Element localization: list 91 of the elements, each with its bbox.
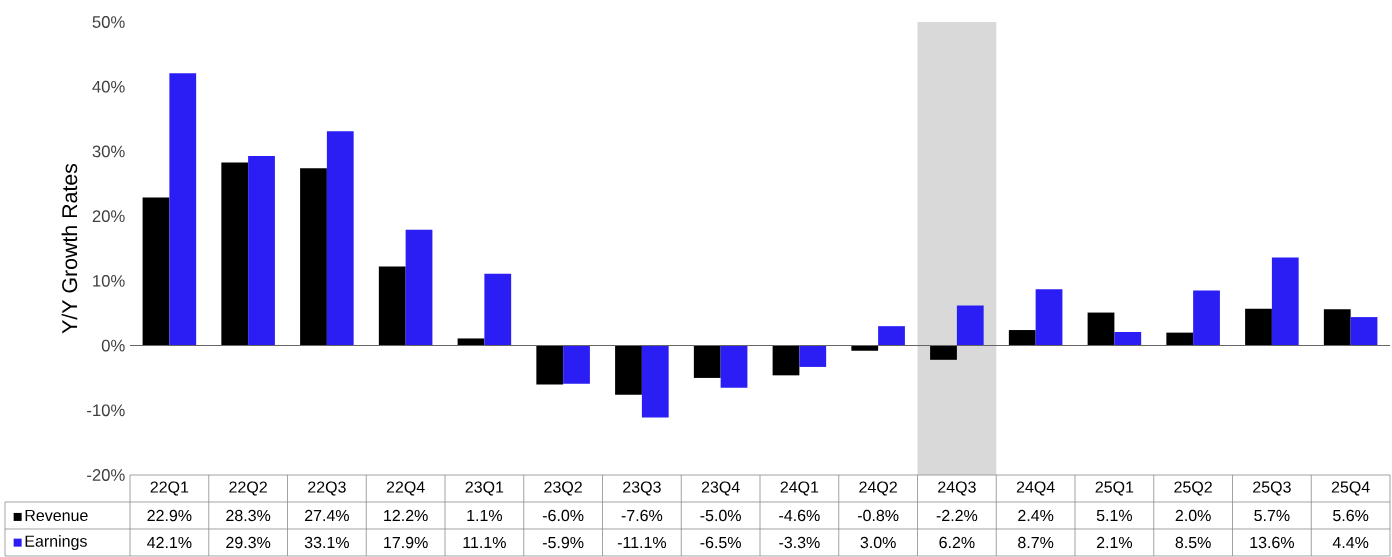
y-tick-label: 50% bbox=[92, 16, 125, 28]
data-label: 5.7% bbox=[1254, 509, 1290, 522]
x-tick-label: 25Q4 bbox=[1331, 481, 1370, 496]
data-label: 27.4% bbox=[304, 509, 349, 522]
x-tick-label: 23Q1 bbox=[465, 481, 504, 496]
data-label: -6.0% bbox=[542, 509, 584, 522]
data-label: 6.2% bbox=[939, 536, 975, 549]
bar bbox=[405, 229, 433, 346]
bar bbox=[1323, 309, 1351, 346]
bar bbox=[1245, 308, 1272, 346]
data-label: 13.6% bbox=[1250, 536, 1294, 549]
x-tick-label: 24Q3 bbox=[938, 481, 976, 496]
bar bbox=[1035, 289, 1063, 346]
x-tick-label: 24Q4 bbox=[1016, 481, 1055, 496]
x-tick-label: 23Q4 bbox=[701, 481, 740, 496]
data-label: 17.9% bbox=[384, 536, 428, 549]
x-tick-label: 25Q2 bbox=[1174, 481, 1212, 496]
bar bbox=[484, 273, 512, 346]
y-tick-label: 30% bbox=[92, 145, 125, 158]
y-tick-label: -10% bbox=[87, 404, 125, 417]
x-tick-label: 23Q3 bbox=[623, 481, 661, 496]
x-tick-label: 25Q3 bbox=[1253, 481, 1291, 496]
data-label: 5.6% bbox=[1333, 509, 1369, 522]
bar bbox=[930, 345, 957, 360]
data-label: -0.8% bbox=[857, 509, 899, 522]
bar bbox=[536, 345, 564, 385]
y-tick-label: 0% bbox=[101, 339, 125, 352]
data-label: -11.1% bbox=[617, 536, 667, 549]
bar bbox=[1193, 290, 1220, 346]
x-tick-label: 22Q4 bbox=[386, 481, 425, 496]
bar bbox=[1271, 257, 1299, 346]
data-label: -7.6% bbox=[621, 509, 663, 522]
data-label: 12.2% bbox=[384, 509, 428, 522]
bar bbox=[142, 197, 170, 346]
data-label: 11.1% bbox=[463, 536, 506, 549]
y-tick-label: 10% bbox=[93, 274, 125, 287]
data-label: 42.1% bbox=[147, 536, 192, 549]
x-tick-label: 23Q2 bbox=[544, 481, 582, 496]
bar bbox=[300, 168, 327, 346]
x-tick-label: 25Q1 bbox=[1095, 481, 1134, 496]
bar bbox=[772, 345, 800, 376]
data-label: 8.7% bbox=[1018, 536, 1054, 549]
bar bbox=[1114, 331, 1142, 346]
data-label: 4.4% bbox=[1332, 536, 1369, 549]
bar bbox=[799, 345, 827, 367]
bar bbox=[1008, 330, 1036, 346]
data-label: 33.1% bbox=[304, 536, 349, 549]
bar bbox=[615, 345, 642, 395]
bar bbox=[1087, 312, 1115, 346]
bar bbox=[457, 338, 485, 346]
x-tick-label: 22Q1 bbox=[150, 481, 189, 496]
bar bbox=[693, 345, 721, 378]
data-label: 5.1% bbox=[1096, 509, 1133, 522]
bar bbox=[1166, 332, 1194, 346]
legend-label: Earnings bbox=[25, 535, 87, 550]
data-label: 1.1% bbox=[467, 509, 503, 522]
data-label: -5.0% bbox=[700, 509, 741, 522]
data-label: -3.3% bbox=[779, 536, 820, 549]
data-label: 2.1% bbox=[1096, 536, 1133, 549]
bar bbox=[878, 326, 905, 346]
data-label: 3.0% bbox=[860, 536, 896, 549]
legend-label: Revenue bbox=[25, 509, 88, 522]
y-tick-label: 20% bbox=[92, 210, 125, 223]
x-tick-label: 24Q1 bbox=[780, 481, 819, 496]
bar bbox=[851, 345, 879, 351]
y-tick-label: 40% bbox=[92, 80, 125, 93]
data-label: -5.9% bbox=[542, 536, 584, 549]
bar bbox=[326, 131, 354, 346]
data-label: 29.3% bbox=[226, 536, 271, 549]
y-axis-title: Y/Y Growth Rates bbox=[61, 163, 78, 334]
data-label: 28.3% bbox=[226, 509, 271, 522]
bar bbox=[1350, 317, 1378, 346]
y-tick-label: -20% bbox=[87, 469, 125, 481]
bar bbox=[378, 266, 406, 346]
bar bbox=[720, 345, 748, 388]
bar bbox=[563, 345, 590, 384]
data-label: 8.5% bbox=[1175, 536, 1211, 549]
bar bbox=[169, 73, 197, 346]
data-label: 2.0% bbox=[1175, 509, 1211, 522]
bar bbox=[248, 155, 275, 346]
data-label: -6.5% bbox=[700, 536, 741, 549]
data-label: 2.4% bbox=[1018, 509, 1054, 522]
data-label: -2.2% bbox=[936, 509, 978, 522]
data-label: -4.6% bbox=[779, 509, 820, 522]
data-label: 22.9% bbox=[147, 509, 192, 522]
x-tick-label: 24Q2 bbox=[859, 481, 897, 496]
bar bbox=[956, 305, 984, 346]
bar bbox=[641, 345, 669, 418]
x-tick-label: 22Q2 bbox=[229, 481, 267, 496]
bar bbox=[221, 162, 249, 346]
x-tick-label: 22Q3 bbox=[308, 481, 346, 496]
